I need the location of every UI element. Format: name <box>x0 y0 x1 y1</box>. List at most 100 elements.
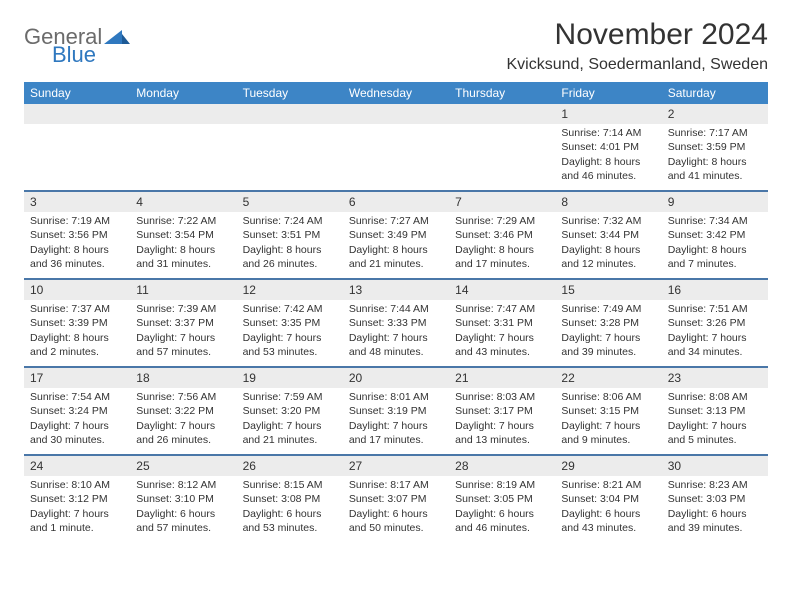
daylight-text-2: and 21 minutes. <box>243 433 337 447</box>
daylight-text-1: Daylight: 7 hours <box>243 331 337 345</box>
day-body: Sunrise: 8:23 AMSunset: 3:03 PMDaylight:… <box>662 476 768 539</box>
daylight-text-1: Daylight: 6 hours <box>455 507 549 521</box>
day-cell: 12Sunrise: 7:42 AMSunset: 3:35 PMDayligh… <box>237 280 343 366</box>
day-body: Sunrise: 8:21 AMSunset: 3:04 PMDaylight:… <box>555 476 661 539</box>
daylight-text-2: and 36 minutes. <box>30 257 124 271</box>
day-header-tuesday: Tuesday <box>237 82 343 104</box>
week-row: 10Sunrise: 7:37 AMSunset: 3:39 PMDayligh… <box>24 278 768 366</box>
day-body: Sunrise: 8:19 AMSunset: 3:05 PMDaylight:… <box>449 476 555 539</box>
day-number: 4 <box>130 192 236 212</box>
daylight-text-2: and 53 minutes. <box>243 521 337 535</box>
day-cell: 11Sunrise: 7:39 AMSunset: 3:37 PMDayligh… <box>130 280 236 366</box>
day-cell: 15Sunrise: 7:49 AMSunset: 3:28 PMDayligh… <box>555 280 661 366</box>
daylight-text-1: Daylight: 8 hours <box>561 243 655 257</box>
day-cell: 3Sunrise: 7:19 AMSunset: 3:56 PMDaylight… <box>24 192 130 278</box>
daylight-text-2: and 43 minutes. <box>455 345 549 359</box>
week-row: 1Sunrise: 7:14 AMSunset: 4:01 PMDaylight… <box>24 104 768 190</box>
day-number <box>24 104 130 124</box>
day-cell: 26Sunrise: 8:15 AMSunset: 3:08 PMDayligh… <box>237 456 343 542</box>
sunrise-text: Sunrise: 8:15 AM <box>243 478 337 492</box>
day-cell: 24Sunrise: 8:10 AMSunset: 3:12 PMDayligh… <box>24 456 130 542</box>
sunset-text: Sunset: 3:10 PM <box>136 492 230 506</box>
day-number: 30 <box>662 456 768 476</box>
day-number: 14 <box>449 280 555 300</box>
sunset-text: Sunset: 3:59 PM <box>668 140 762 154</box>
daylight-text-1: Daylight: 6 hours <box>668 507 762 521</box>
sunset-text: Sunset: 3:15 PM <box>561 404 655 418</box>
daylight-text-2: and 39 minutes. <box>668 521 762 535</box>
daylight-text-1: Daylight: 6 hours <box>349 507 443 521</box>
daylight-text-2: and 9 minutes. <box>561 433 655 447</box>
daylight-text-2: and 34 minutes. <box>668 345 762 359</box>
day-cell: 5Sunrise: 7:24 AMSunset: 3:51 PMDaylight… <box>237 192 343 278</box>
day-cell: 18Sunrise: 7:56 AMSunset: 3:22 PMDayligh… <box>130 368 236 454</box>
sunrise-text: Sunrise: 7:17 AM <box>668 126 762 140</box>
day-body: Sunrise: 7:22 AMSunset: 3:54 PMDaylight:… <box>130 212 236 275</box>
day-cell: 10Sunrise: 7:37 AMSunset: 3:39 PMDayligh… <box>24 280 130 366</box>
day-number: 5 <box>237 192 343 212</box>
sunrise-text: Sunrise: 7:44 AM <box>349 302 443 316</box>
day-number: 19 <box>237 368 343 388</box>
daylight-text-1: Daylight: 8 hours <box>668 155 762 169</box>
sunrise-text: Sunrise: 8:19 AM <box>455 478 549 492</box>
location-text: Kvicksund, Soedermanland, Sweden <box>507 56 769 74</box>
day-number: 9 <box>662 192 768 212</box>
sunset-text: Sunset: 3:31 PM <box>455 316 549 330</box>
daylight-text-1: Daylight: 7 hours <box>455 331 549 345</box>
sunset-text: Sunset: 3:05 PM <box>455 492 549 506</box>
day-cell: 14Sunrise: 7:47 AMSunset: 3:31 PMDayligh… <box>449 280 555 366</box>
logo-blue-text: Blue <box>52 44 130 66</box>
day-header-friday: Friday <box>555 82 661 104</box>
sunrise-text: Sunrise: 8:21 AM <box>561 478 655 492</box>
sunrise-text: Sunrise: 7:59 AM <box>243 390 337 404</box>
weeks-container: 1Sunrise: 7:14 AMSunset: 4:01 PMDaylight… <box>24 104 768 542</box>
calendar-grid: Sunday Monday Tuesday Wednesday Thursday… <box>24 82 768 542</box>
daylight-text-1: Daylight: 7 hours <box>668 331 762 345</box>
day-number: 27 <box>343 456 449 476</box>
day-cell: 1Sunrise: 7:14 AMSunset: 4:01 PMDaylight… <box>555 104 661 190</box>
day-cell: 17Sunrise: 7:54 AMSunset: 3:24 PMDayligh… <box>24 368 130 454</box>
day-header-thursday: Thursday <box>449 82 555 104</box>
sunset-text: Sunset: 3:07 PM <box>349 492 443 506</box>
sunrise-text: Sunrise: 8:23 AM <box>668 478 762 492</box>
day-number: 7 <box>449 192 555 212</box>
logo: General Blue <box>24 18 130 66</box>
sunrise-text: Sunrise: 8:01 AM <box>349 390 443 404</box>
daylight-text-1: Daylight: 7 hours <box>30 507 124 521</box>
day-cell: 20Sunrise: 8:01 AMSunset: 3:19 PMDayligh… <box>343 368 449 454</box>
week-row: 17Sunrise: 7:54 AMSunset: 3:24 PMDayligh… <box>24 366 768 454</box>
sunrise-text: Sunrise: 7:56 AM <box>136 390 230 404</box>
week-row: 3Sunrise: 7:19 AMSunset: 3:56 PMDaylight… <box>24 190 768 278</box>
day-body: Sunrise: 7:49 AMSunset: 3:28 PMDaylight:… <box>555 300 661 363</box>
daylight-text-2: and 26 minutes. <box>136 433 230 447</box>
day-number <box>130 104 236 124</box>
day-body: Sunrise: 8:10 AMSunset: 3:12 PMDaylight:… <box>24 476 130 539</box>
daylight-text-1: Daylight: 7 hours <box>136 331 230 345</box>
sunset-text: Sunset: 3:39 PM <box>30 316 124 330</box>
day-body: Sunrise: 7:54 AMSunset: 3:24 PMDaylight:… <box>24 388 130 451</box>
day-number: 21 <box>449 368 555 388</box>
day-header-saturday: Saturday <box>662 82 768 104</box>
sunset-text: Sunset: 4:01 PM <box>561 140 655 154</box>
day-cell: 21Sunrise: 8:03 AMSunset: 3:17 PMDayligh… <box>449 368 555 454</box>
sunrise-text: Sunrise: 7:27 AM <box>349 214 443 228</box>
day-cell: 2Sunrise: 7:17 AMSunset: 3:59 PMDaylight… <box>662 104 768 190</box>
day-number: 28 <box>449 456 555 476</box>
daylight-text-1: Daylight: 8 hours <box>561 155 655 169</box>
day-body: Sunrise: 7:19 AMSunset: 3:56 PMDaylight:… <box>24 212 130 275</box>
day-body: Sunrise: 8:06 AMSunset: 3:15 PMDaylight:… <box>555 388 661 451</box>
calendar-page: General Blue November 2024 Kvicksund, So… <box>0 0 792 560</box>
daylight-text-2: and 17 minutes. <box>349 433 443 447</box>
sunrise-text: Sunrise: 7:54 AM <box>30 390 124 404</box>
day-header-monday: Monday <box>130 82 236 104</box>
daylight-text-2: and 31 minutes. <box>136 257 230 271</box>
sunset-text: Sunset: 3:28 PM <box>561 316 655 330</box>
day-body <box>237 124 343 184</box>
sunrise-text: Sunrise: 7:42 AM <box>243 302 337 316</box>
day-number: 26 <box>237 456 343 476</box>
day-body: Sunrise: 7:29 AMSunset: 3:46 PMDaylight:… <box>449 212 555 275</box>
sunset-text: Sunset: 3:26 PM <box>668 316 762 330</box>
daylight-text-1: Daylight: 8 hours <box>455 243 549 257</box>
daylight-text-2: and 57 minutes. <box>136 345 230 359</box>
sunset-text: Sunset: 3:22 PM <box>136 404 230 418</box>
